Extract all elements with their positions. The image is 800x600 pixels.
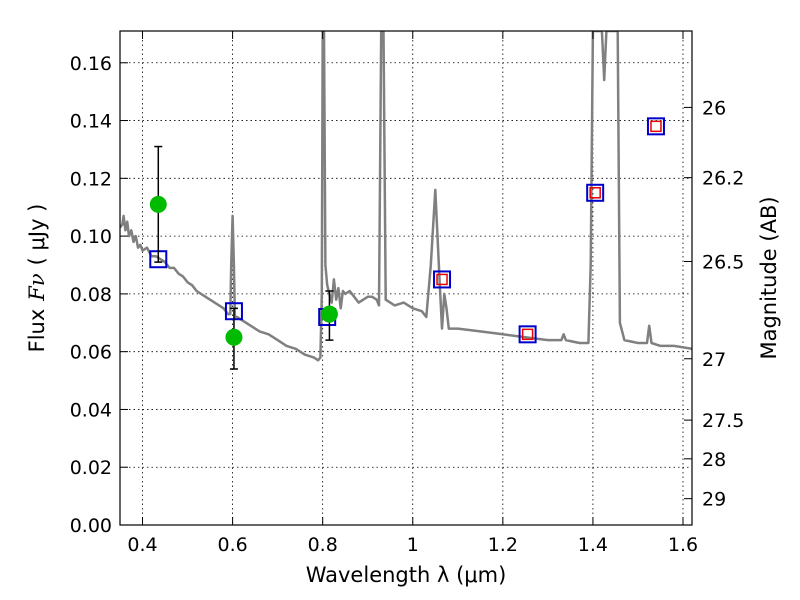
y2-tick-label: 26.2: [702, 168, 744, 190]
x-tick-label: 1: [407, 534, 419, 556]
y-axis-label-symbol: Fν: [25, 273, 49, 302]
observed-ir-marker: [436, 273, 448, 286]
y-tick-label: 0.10: [70, 226, 112, 248]
observed-ir-marker: [650, 120, 662, 133]
model-photometry-marker: [586, 183, 605, 202]
model-photometry-marker: [433, 270, 452, 289]
y-tick-label: 0.12: [70, 168, 112, 190]
y2-tick-label: 27: [702, 349, 726, 371]
spectrum-line: [120, 31, 692, 362]
x-tick-label: 1.6: [668, 534, 698, 556]
y2-axis-label: Magnitude (AB): [757, 196, 781, 359]
y-axis-label-prefix: Flux: [25, 309, 49, 353]
observed-ir-marker: [589, 187, 601, 199]
observed-ir-marker: [521, 328, 534, 341]
y-axis-label: Flux Fν ( μJy ): [25, 204, 49, 353]
observed-optical-point: [225, 328, 243, 346]
y-tick-label: 0.06: [70, 342, 112, 364]
x-tick-label: 0.6: [217, 534, 247, 556]
plot-frame: [119, 30, 693, 526]
x-tick-label: 1.2: [488, 534, 518, 556]
y-tick-label: 0.00: [70, 515, 112, 537]
y2-axis-ticks: 26 26.2 26.5 27 27.5 28 29: [684, 97, 744, 511]
observed-optical-point: [149, 195, 167, 213]
x-tick-label: 0.4: [127, 534, 157, 556]
y-axis-ticks: 0.00 0.02 0.04 0.06 0.08 0.10 0.12 0.14 0.16: [70, 53, 128, 537]
spectrum-layer: [120, 31, 692, 362]
y-tick-label: 0.16: [70, 53, 112, 75]
y-tick-label: 0.02: [70, 457, 112, 479]
y2-tick-label: 26: [702, 97, 726, 119]
x-axis-ticks: 0.4 0.6 0.8 1 1.2 1.4 1.6: [127, 31, 698, 556]
y-tick-label: 0.08: [70, 284, 112, 306]
y-tick-label: 0.14: [70, 111, 112, 133]
model-photometry-marker: [646, 117, 665, 136]
y2-tick-label: 27.5: [702, 410, 744, 432]
x-tick-label: 0.8: [308, 534, 338, 556]
y-tick-label: 0.04: [70, 399, 112, 421]
grid-lines: [120, 31, 692, 526]
marker-layer: [149, 117, 665, 370]
y2-tick-label: 29: [702, 489, 726, 511]
x-tick-label: 1.4: [578, 534, 608, 556]
observed-optical-point: [320, 305, 338, 323]
y2-tick-label: 26.5: [702, 252, 744, 274]
x-axis-label: Wavelength λ (μm): [306, 563, 507, 587]
model-photometry-marker: [518, 325, 537, 344]
y2-tick-label: 28: [702, 449, 726, 471]
y-axis-label-unit: ( μJy ): [25, 204, 49, 266]
